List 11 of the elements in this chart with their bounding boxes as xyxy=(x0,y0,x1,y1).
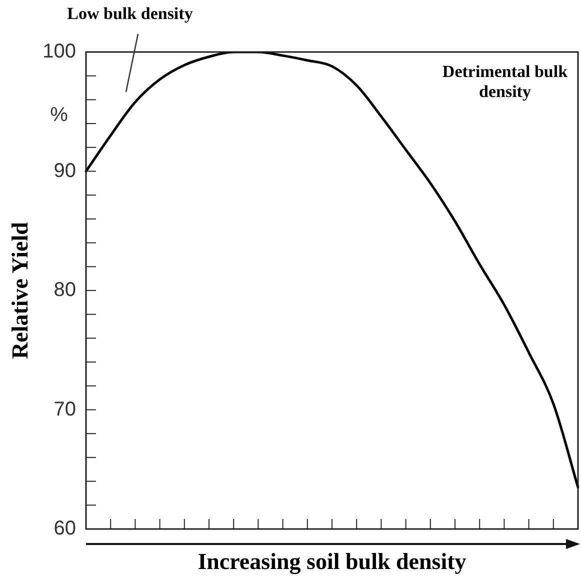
y-tick-label: 90 xyxy=(54,160,76,182)
y-axis-title: Relative Yield xyxy=(8,222,33,359)
x-axis-title: Increasing soil bulk density xyxy=(198,549,467,576)
y-tick-label: 100 xyxy=(42,40,76,63)
annotation: Detrimental bulk density xyxy=(441,62,569,102)
y-tick-label: 80 xyxy=(54,279,76,302)
y-tick-label: 60 xyxy=(54,518,76,540)
line-series xyxy=(84,52,580,489)
text: Low bulk density xyxy=(66,4,194,24)
y-tick-label: 70 xyxy=(54,398,76,420)
text: % xyxy=(49,104,69,127)
